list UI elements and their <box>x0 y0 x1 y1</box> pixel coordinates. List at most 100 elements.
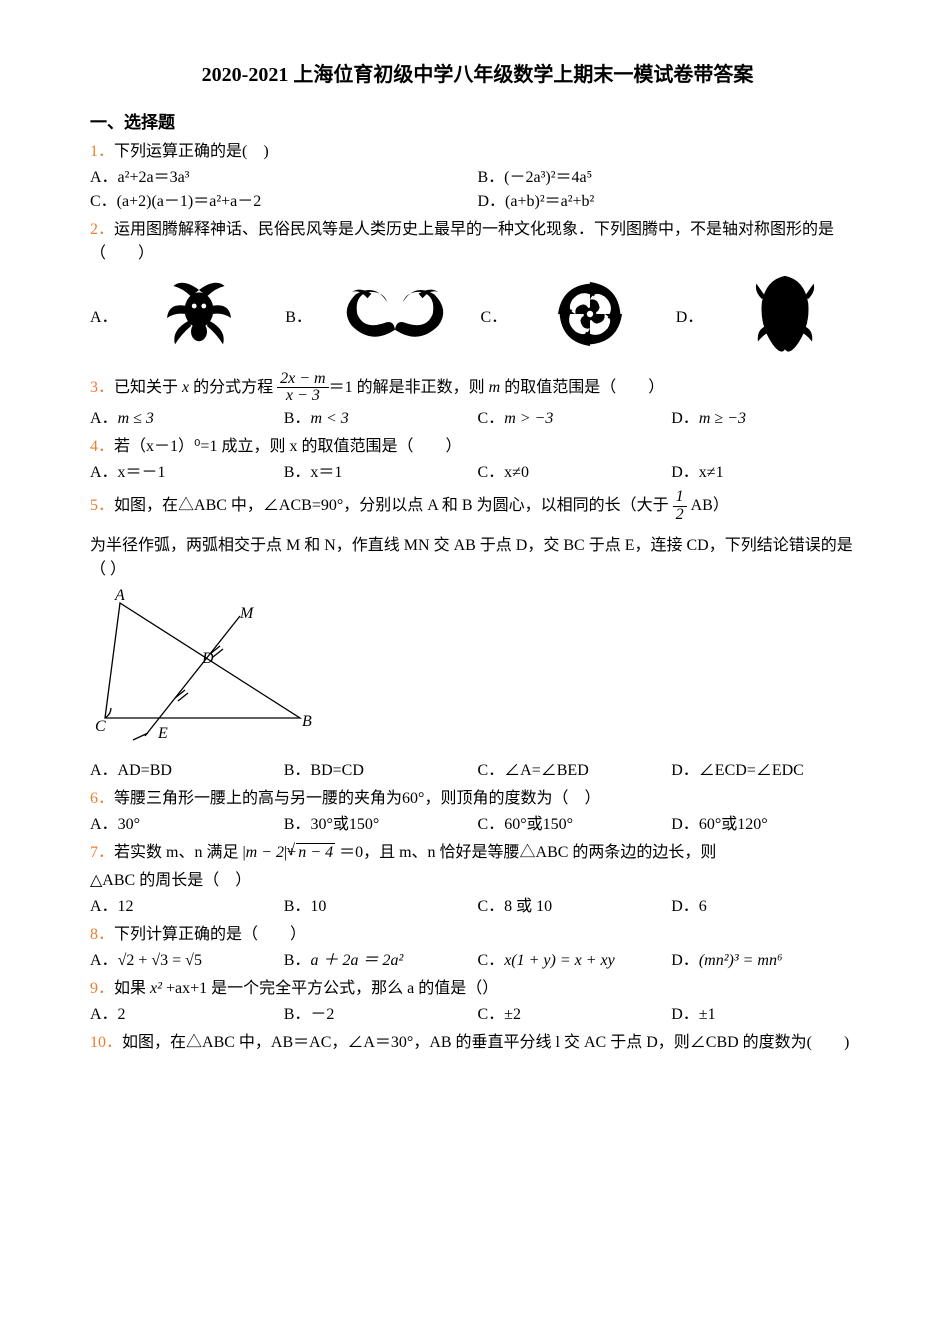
q9-opt-c: C．±2 <box>478 1003 672 1027</box>
q8-text: 下列计算正确的是（ ） <box>114 926 306 943</box>
q1-opt-d: D．(a+b)²＝a²+b² <box>478 190 866 214</box>
q6-d-label: D． <box>671 816 699 833</box>
q5-label-a: A <box>114 587 125 604</box>
q6-text-b: ，则顶角的度数为（ ） <box>424 790 600 807</box>
q3-b-label: B． <box>284 410 311 427</box>
q7-sqrt: n − 4√ <box>296 841 335 865</box>
q6-text-a: 等腰三角形一腰上的高与另一腰的夹角为 <box>114 790 402 807</box>
question-1: 1．下列运算正确的是( ) <box>90 140 865 164</box>
q6-opt-b: B．30°或150° <box>284 813 478 837</box>
q9-text-b: +ax+1 是一个完全平方公式，那么 a 的值是（） <box>162 980 498 997</box>
q2-opt-b-label: B． <box>285 306 308 330</box>
q7-sqrt-inner: n − 4 <box>296 843 335 861</box>
q6-d-exp: 60°或120° <box>699 816 768 833</box>
q5-fraction: 1 2 <box>673 489 687 524</box>
question-7: 7．若实数 m、n 满足 |m − 2|+n − 4√ ＝0，且 m、n 恰好是… <box>90 841 865 865</box>
q8-b-label: B． <box>284 952 311 969</box>
q7-opt-b: B．10 <box>284 895 478 919</box>
q7-opt-a: A．12 <box>90 895 284 919</box>
q8-d-label: D． <box>671 952 699 969</box>
q5-line2: 为半径作弧，两弧相交于点 M 和 N，作直线 MN 交 AB 于点 D，交 BC… <box>90 534 865 582</box>
q6-a-exp: 30° <box>118 816 140 833</box>
q8-opt-a: A．√2 + √3 = √5 <box>90 949 284 973</box>
q5-label-b: B <box>302 713 312 730</box>
q7-abs-inner: m − 2 <box>246 844 284 861</box>
section-heading: 一、选择题 <box>90 110 865 136</box>
q3-opt-c: C．m > −3 <box>478 407 672 431</box>
q3-opt-a: A．m ≤ 3 <box>90 407 284 431</box>
q2-image-a <box>119 274 279 362</box>
q8-options: A．√2 + √3 = √5 B．a ＋ 2a ＝ 2a² C．x(1 + y)… <box>90 949 865 973</box>
q6-opt-a: A．30° <box>90 813 284 837</box>
q7-eq0: ＝0 <box>339 844 363 861</box>
q7-opt-c: C．8 或 10 <box>478 895 672 919</box>
q5-number: 5． <box>90 497 114 514</box>
q2-options: A． B． <box>90 272 865 365</box>
question-5: 5．如图，在△ABC 中，∠ACB=90°，分别以点 A 和 B 为圆心，以相同… <box>90 489 865 524</box>
question-4: 4．若（x－1）⁰=1 成立，则 x 的取值范围是（ ） <box>90 435 865 459</box>
q7-number: 7． <box>90 844 114 861</box>
page-title: 2020-2021 上海位育初级中学八年级数学上期末一模试卷带答案 <box>90 60 865 90</box>
q7-options: A．12 B．10 C．8 或 10 D．6 <box>90 895 865 919</box>
q3-text-d: 的取值范围是（ ） <box>504 378 664 395</box>
q3-number: 3． <box>90 378 114 395</box>
q8-opt-d: D．(mn²)³ = mn⁶ <box>671 949 865 973</box>
q3-fraction: 2x − m x − 3 <box>277 371 328 406</box>
q5-opt-a: A．AD=BD <box>90 759 284 783</box>
q8-a-exp: √2 + √3 = √5 <box>118 952 202 969</box>
q8-opt-c: C．x(1 + y) = x + xy <box>478 949 672 973</box>
q10-text: 如图，在△ABC 中，AB＝AC，∠A＝30°，AB 的垂直平分线 l 交 AC… <box>122 1034 849 1051</box>
q1-text: 下列运算正确的是( ) <box>114 143 269 160</box>
q9-number: 9． <box>90 980 114 997</box>
q6-options: A．30° B．30°或150° C．60°或150° D．60°或120° <box>90 813 865 837</box>
q1-opt-b: B．(－2a³)²＝4a⁵ <box>478 166 866 190</box>
q5-text-a: 如图，在△ABC 中，∠ACB=90°，分别以点 A 和 B 为圆心，以相同的长… <box>114 497 669 514</box>
question-8: 8．下列计算正确的是（ ） <box>90 923 865 947</box>
q2-number: 2． <box>90 221 114 238</box>
q3-b-exp: m < 3 <box>310 410 348 427</box>
q2-image-b <box>315 279 475 357</box>
q4-text: 若（x－1）⁰=1 成立，则 x 的取值范围是（ ） <box>114 438 461 455</box>
q2-opt-a-label: A． <box>90 306 113 330</box>
q7-text-b: ，且 m、n 恰好是等腰△ABC 的两条边的边长，则 <box>363 844 716 861</box>
q3-text-b: 的分式方程 <box>193 378 273 395</box>
q4-opt-d: D．x≠1 <box>671 461 865 485</box>
q2-image-c <box>510 274 670 362</box>
q9-opt-a: A．2 <box>90 1003 284 1027</box>
q4-opt-c: C．x≠0 <box>478 461 672 485</box>
question-3: 3．已知关于 x 的分式方程 2x − m x − 3 ＝1 的解是非正数，则 … <box>90 371 865 406</box>
q3-a-label: A． <box>90 410 118 427</box>
q3-frac-num: 2x − m <box>277 371 328 389</box>
q3-text-a: 已知关于 <box>114 378 178 395</box>
q8-number: 8． <box>90 926 114 943</box>
tribal-swirl-icon <box>550 274 630 354</box>
q5-label-m: M <box>239 605 255 622</box>
q9-poly: x² <box>150 980 162 997</box>
q4-opt-b: B．x＝1 <box>284 461 478 485</box>
q8-a-label: A． <box>90 952 118 969</box>
q3-text-c: 的解是非正数，则 <box>357 378 485 395</box>
q10-number: 10． <box>90 1034 122 1051</box>
q1-number: 1． <box>90 143 114 160</box>
q3-d-exp: m ≥ −3 <box>699 410 746 427</box>
q2-text: 运用图腾解释神话、民俗民风等是人类历史上最早的一种文化现象．下列图腾中，不是轴对… <box>90 221 834 262</box>
question-2: 2．运用图腾解释神话、民俗民风等是人类历史上最早的一种文化现象．下列图腾中，不是… <box>90 218 865 266</box>
q6-opt-c: C．60°或150° <box>478 813 672 837</box>
q8-c-exp: x(1 + y) = x + xy <box>504 952 615 969</box>
q3-var-m: m <box>489 378 501 395</box>
q8-b-exp: a ＋ 2a ＝ 2a² <box>310 952 403 969</box>
q6-opt-d: D．60°或120° <box>671 813 865 837</box>
q5-label-c: C <box>95 718 106 735</box>
q3-opt-d: D．m ≥ −3 <box>671 407 865 431</box>
q6-a-label: A． <box>90 816 118 833</box>
q6-c-exp: 60°或150° <box>504 816 573 833</box>
triangle-diagram-icon: A M D C E B <box>90 588 320 743</box>
q5-label-d: D <box>201 650 214 667</box>
q6-c-label: C． <box>478 816 505 833</box>
q1-opt-a: A．a²+2a＝3a³ <box>90 166 478 190</box>
tribal-spider-icon <box>159 274 239 354</box>
q5-label-e: E <box>157 725 168 742</box>
q3-eq-rhs: ＝1 <box>329 378 353 395</box>
q6-number: 6． <box>90 790 114 807</box>
q2-opt-d-label: D． <box>676 306 699 330</box>
